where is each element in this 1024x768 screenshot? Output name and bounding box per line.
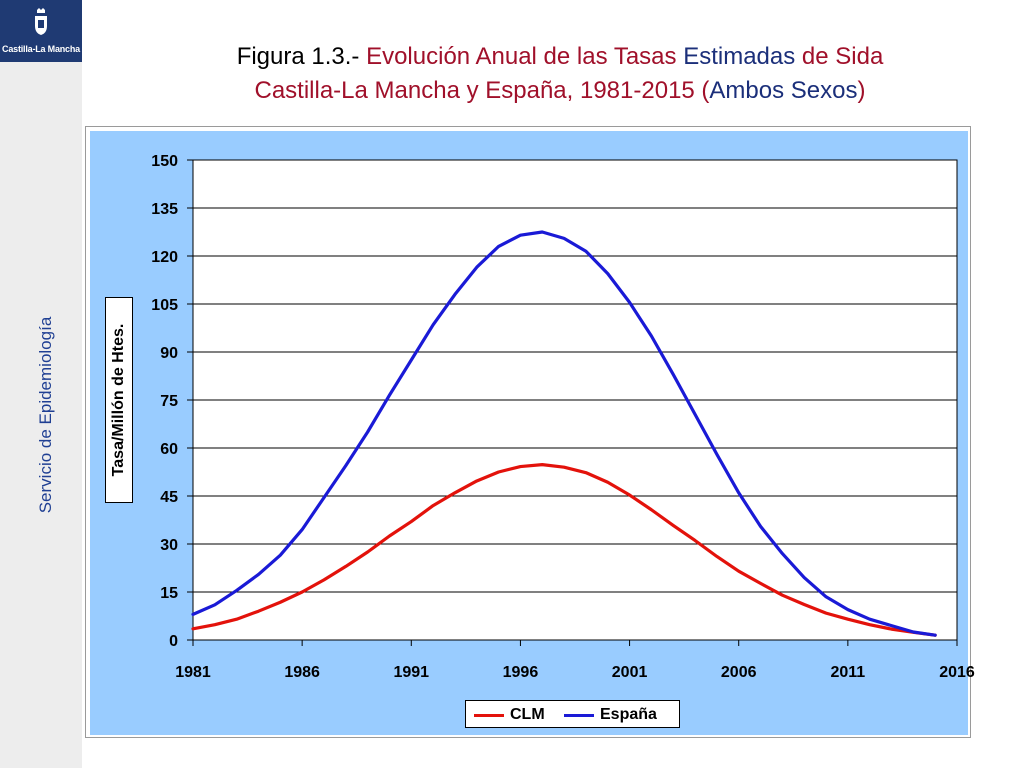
x-tick-label: 1991 (393, 664, 429, 681)
y-tick-label: 30 (160, 537, 178, 554)
title-line-2: Castilla-La Mancha y España, 1981-2015 (… (120, 74, 1000, 108)
title-segment: Ambos Sexos (709, 77, 858, 104)
y-tick-label: 15 (160, 585, 178, 602)
y-tick-label: 45 (160, 489, 178, 506)
title-segment: Figura 1.3.- (236, 43, 367, 70)
title-segment: ) (857, 77, 866, 104)
x-tick-label: 1981 (175, 664, 211, 681)
x-tick-label: 2016 (939, 664, 975, 681)
coat-of-arms-icon (35, 8, 47, 35)
gridlines (193, 207, 957, 593)
x-tick-label: 2001 (612, 664, 648, 681)
title-segment: de Sida (795, 43, 884, 70)
y-tick-label: 60 (160, 441, 178, 458)
title-segment: Evolución Anual de las Tasas (366, 43, 684, 70)
y-tick-label: 75 (160, 393, 178, 410)
legend-swatch-clm (474, 714, 504, 717)
y-tick-label: 90 (160, 345, 178, 362)
title-line-1: Figura 1.3.- Evolución Anual de las Tasa… (120, 40, 1000, 74)
y-tick-label: 135 (151, 201, 178, 218)
legend-label-clm: CLM (510, 706, 545, 723)
x-tick-label: 2006 (721, 664, 757, 681)
legend: CLM España (465, 700, 680, 728)
title-segment: Estimadas (683, 43, 796, 70)
legend-label-espana: España (600, 706, 657, 723)
x-tick-label: 2011 (830, 664, 865, 681)
y-tick-label: 150 (151, 153, 178, 170)
series-line-clm (191, 463, 937, 637)
y-tick-label: 105 (151, 297, 178, 314)
legend-swatch-espana (564, 714, 594, 717)
y-tick-label: 120 (151, 249, 178, 266)
y-axis-title-box: Tasa/Millón de Htes. (105, 297, 133, 503)
sidebar: Castilla-La Mancha Servicio de Epidemiol… (0, 0, 82, 768)
x-tick-label: 1986 (284, 664, 320, 681)
series-line-espana (191, 230, 937, 637)
slide-title: Figura 1.3.- Evolución Anual de las Tasa… (120, 40, 1000, 108)
castilla-la-mancha-logo: Castilla-La Mancha (0, 0, 82, 62)
series-lines (191, 230, 937, 637)
logo-text: Castilla-La Mancha (2, 44, 80, 54)
y-tick-label: 0 (169, 633, 178, 650)
x-tick-label: 1996 (503, 664, 539, 681)
tick-labels: 0 15 30 45 60 75 90 105 120 135 150 1981 1986 1991 199… (151, 153, 975, 681)
axes (187, 159, 958, 646)
y-axis-title: Tasa/Millón de Htes. (110, 323, 127, 477)
title-segment: Castilla-La Mancha y España, 1981-2015 ( (254, 77, 710, 104)
